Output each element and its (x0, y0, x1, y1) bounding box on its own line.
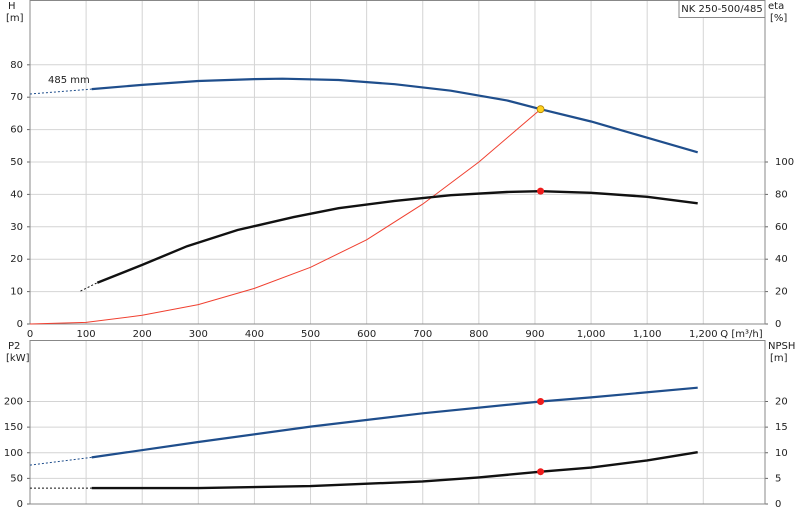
extrapolated-curve (29, 88, 92, 95)
curve (29, 108, 541, 325)
operating-point (536, 105, 545, 114)
y-tick-label: 50 (10, 157, 23, 168)
y2-axis-label: eta (768, 1, 784, 12)
y-axis-unit: [kW] (6, 353, 30, 364)
curve (91, 77, 699, 154)
x-tick-label: 600 (357, 329, 376, 340)
x-tick-label: 700 (413, 329, 432, 340)
y2-tick-label: 60 (775, 222, 788, 233)
x-tick-label: 300 (189, 329, 208, 340)
y2-tick-label: 20 (775, 397, 788, 408)
y-axis-label: P2 (8, 341, 20, 352)
x-axis-label: Q [m³/h] (720, 329, 762, 340)
y2-tick-label: 40 (775, 254, 788, 265)
y-tick-label: 10 (10, 287, 23, 298)
y-axis-label: H (8, 1, 16, 12)
y-tick-label: 70 (10, 92, 23, 103)
x-tick-label: 1,000 (577, 329, 606, 340)
y-tick-label: 100 (4, 448, 23, 459)
y-tick-label: 150 (4, 422, 23, 433)
y-tick-label: 30 (10, 222, 23, 233)
x-tick-label: 800 (469, 329, 488, 340)
model-label: NK 250-500/485 (681, 4, 762, 15)
x-tick-label: 200 (133, 329, 152, 340)
y2-tick-label: 80 (775, 189, 788, 200)
curve (91, 451, 698, 490)
curve-annotation: 485 mm (48, 75, 90, 86)
y2-axis-unit: [m] (770, 353, 788, 364)
plot-frame (29, 340, 766, 505)
y2-axis-label: NPSH (768, 341, 795, 352)
operating-point (537, 468, 545, 476)
y-tick-label: 60 (10, 125, 23, 136)
x-tick-label: 1,200 (689, 329, 718, 340)
x-tick-label: 900 (525, 329, 544, 340)
x-tick-label: 400 (245, 329, 264, 340)
x-tick-label: 500 (301, 329, 320, 340)
y-tick-label: 200 (4, 397, 23, 408)
y2-tick-label: 100 (775, 157, 794, 168)
x-tick-label: 0 (27, 329, 33, 340)
y2-tick-label: 20 (775, 287, 788, 298)
y-tick-label: 80 (10, 60, 23, 71)
y2-tick-label: 0 (775, 319, 781, 330)
y-tick-label: 0 (17, 319, 23, 330)
y-tick-label: 0 (17, 499, 23, 510)
y2-axis-unit: [%] (770, 13, 787, 24)
x-tick-label: 1,100 (633, 329, 662, 340)
y-tick-label: 50 (10, 473, 23, 484)
extrapolated-curve (80, 282, 98, 292)
plot-frame (29, 0, 766, 325)
y2-tick-label: 10 (775, 448, 788, 459)
x-tick-label: 100 (77, 329, 96, 340)
y-tick-label: 40 (10, 189, 23, 200)
curve (91, 386, 698, 459)
curve (96, 189, 698, 284)
y2-tick-label: 15 (775, 422, 788, 433)
operating-point (537, 187, 545, 195)
model-box (678, 0, 766, 18)
extrapolated-curve (29, 456, 92, 466)
y2-tick-label: 5 (775, 473, 781, 484)
y-tick-label: 20 (10, 254, 23, 265)
y2-tick-label: 0 (775, 499, 781, 510)
y-axis-unit: [m] (6, 13, 24, 24)
operating-point (537, 398, 545, 405)
